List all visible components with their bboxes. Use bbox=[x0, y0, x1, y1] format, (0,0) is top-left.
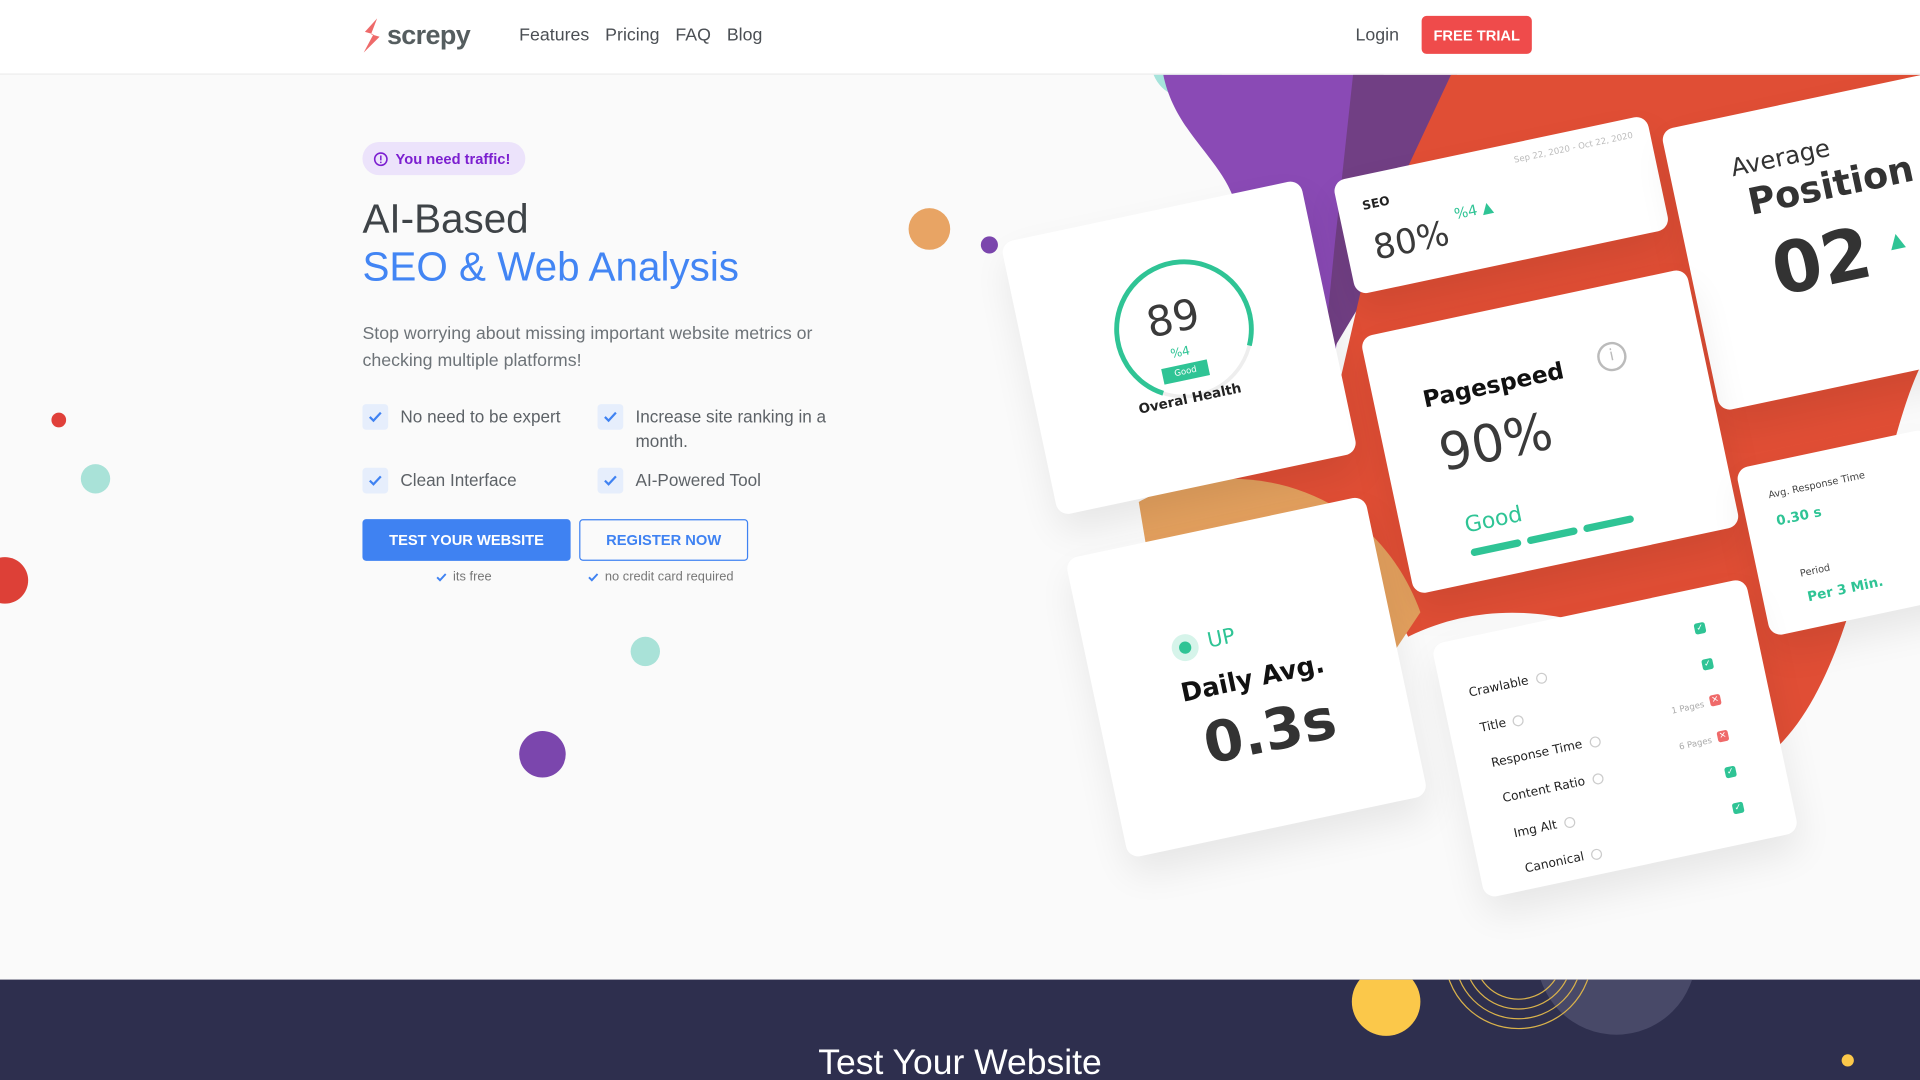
status-dot-icon bbox=[1169, 631, 1202, 664]
no-card-note-text: no credit card required bbox=[604, 569, 734, 585]
info-icon bbox=[1590, 847, 1604, 861]
no-card-note: no credit card required bbox=[588, 569, 734, 584]
checklist-note: 1 Pages bbox=[1670, 699, 1706, 717]
response-value: 0.30 s bbox=[1774, 503, 1824, 529]
check-icon bbox=[362, 404, 389, 430]
badge-text: You need traffic! bbox=[395, 150, 511, 168]
nav-link-features[interactable]: Features bbox=[519, 25, 590, 46]
feature-item: Increase site ranking in a month. bbox=[597, 404, 843, 453]
info-icon bbox=[1588, 735, 1602, 749]
feature-item: AI-Powered Tool bbox=[597, 467, 843, 494]
pagespeed-status: Good bbox=[1462, 501, 1525, 539]
nav-link-blog[interactable]: Blog bbox=[726, 25, 763, 46]
feature-item: No need to be expert bbox=[362, 404, 582, 430]
seo-label: SEO bbox=[1361, 194, 1392, 214]
fail-x-icon: ✕ bbox=[1708, 693, 1722, 707]
free-note-text: its free bbox=[453, 569, 492, 585]
login-link[interactable]: Login bbox=[1355, 25, 1399, 46]
feature-label: No need to be expert bbox=[400, 406, 561, 427]
position-up-arrow-icon: ▲ bbox=[1886, 226, 1907, 253]
feature-label: Increase site ranking in a month. bbox=[635, 406, 827, 451]
info-icon bbox=[1512, 714, 1526, 728]
hero-description: Stop worrying about missing important we… bbox=[362, 324, 813, 372]
overall-health-card: 89 %4 Good Overal Health bbox=[1000, 179, 1358, 517]
feature-label: AI-Powered Tool bbox=[635, 470, 761, 490]
test-website-button[interactable]: TEST YOUR WEBSITE bbox=[362, 519, 571, 561]
pass-check-icon: ✓ bbox=[1724, 765, 1738, 779]
checklist-item: Response Time bbox=[1490, 734, 1602, 771]
position-value: 02 bbox=[1764, 210, 1879, 313]
info-icon[interactable]: i bbox=[1594, 339, 1630, 374]
health-gauge bbox=[1114, 259, 1254, 400]
checklist-item: Content Ratio bbox=[1501, 771, 1605, 806]
period-label: Period bbox=[1798, 561, 1832, 580]
brand-logo[interactable]: screpy bbox=[362, 18, 471, 53]
checklist-item: Title bbox=[1478, 713, 1526, 736]
info-icon bbox=[1591, 772, 1605, 786]
seo-value: 80% bbox=[1369, 212, 1453, 269]
checklist-item: Img Alt bbox=[1513, 815, 1577, 841]
pass-check-icon: ✓ bbox=[1693, 621, 1707, 635]
response-label: Avg. Response Time bbox=[1767, 469, 1866, 501]
checklist-note: 6 Pages bbox=[1678, 735, 1713, 753]
top-nav: screpy Features Pricing FAQ Blog Login F… bbox=[0, 0, 1920, 75]
checklist-label: Content Ratio bbox=[1501, 775, 1587, 806]
checklist-label: Title bbox=[1478, 716, 1508, 736]
section-decor bbox=[1351, 979, 1854, 1067]
uptime-card: UP Daily Avg. 0.3s bbox=[1064, 495, 1429, 859]
bolt-logo-icon bbox=[363, 18, 380, 53]
checklist-item: Canonical bbox=[1524, 847, 1604, 876]
hero-title-line2: SEO & Web Analysis bbox=[362, 243, 740, 289]
pagespeed-value: 90% bbox=[1433, 400, 1558, 484]
pass-check-icon: ✓ bbox=[1701, 657, 1715, 671]
checklist-label: Crawlable bbox=[1467, 674, 1530, 701]
register-button[interactable]: REGISTER NOW bbox=[579, 519, 749, 561]
info-icon bbox=[1562, 816, 1577, 830]
check-icon bbox=[597, 467, 624, 494]
uptime-status: UP bbox=[1205, 623, 1238, 654]
check-icon bbox=[436, 572, 447, 581]
nav-link-pricing[interactable]: Pricing bbox=[605, 25, 660, 46]
period-value: Per 3 Min. bbox=[1805, 573, 1885, 605]
pass-check-icon: ✓ bbox=[1731, 801, 1745, 815]
test-website-section: Test Your Website bbox=[0, 979, 1920, 1080]
feature-item: Clean Interface bbox=[362, 467, 582, 494]
check-icon bbox=[588, 572, 599, 581]
nav-link-faq[interactable]: FAQ bbox=[675, 25, 711, 46]
checklist-item: Crawlable bbox=[1467, 671, 1548, 701]
checklist-label: Canonical bbox=[1523, 850, 1586, 877]
check-icon bbox=[597, 404, 624, 430]
section-title: Test Your Website bbox=[818, 1043, 1102, 1080]
seo-change: %4 ▲ bbox=[1452, 197, 1495, 223]
info-icon bbox=[1534, 671, 1548, 685]
check-icon bbox=[362, 467, 389, 494]
nav-links: Features Pricing FAQ Blog bbox=[519, 26, 762, 46]
free-trial-button[interactable]: FREE TRIAL bbox=[1421, 15, 1532, 54]
brand-name: screpy bbox=[386, 19, 471, 51]
checklist-label: Response Time bbox=[1490, 738, 1584, 771]
checklist-label: Img Alt bbox=[1512, 818, 1559, 841]
decor-dot bbox=[51, 412, 67, 428]
alert-circle-icon bbox=[373, 151, 388, 166]
hero-title-line1: AI-Based bbox=[362, 195, 529, 242]
fail-x-icon: ✕ bbox=[1716, 729, 1730, 743]
free-note: its free bbox=[436, 569, 492, 584]
traffic-badge: You need traffic! bbox=[362, 142, 526, 176]
feature-label: Clean Interface bbox=[400, 470, 517, 490]
